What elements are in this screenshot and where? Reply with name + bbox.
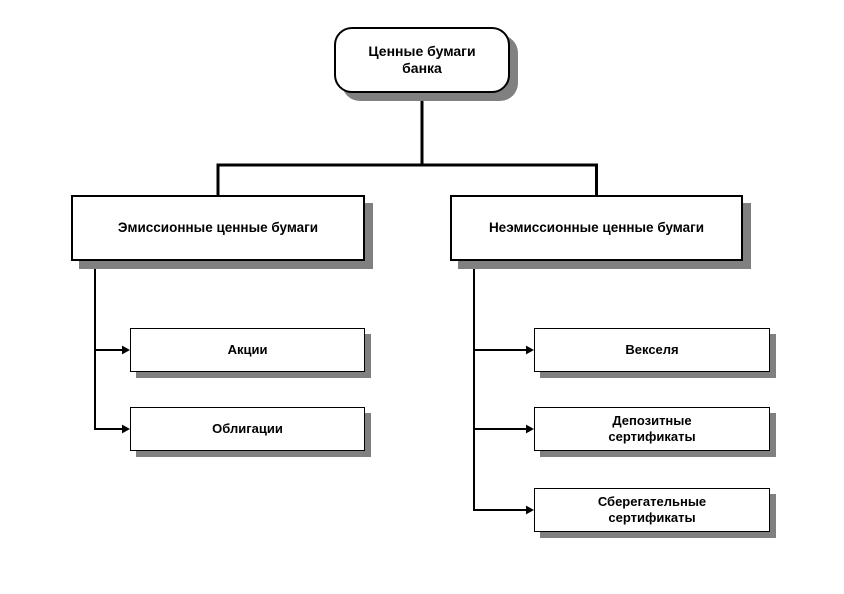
diagram-canvas: Ценные бумаги банка Эмиссионные ценные бу…: [0, 0, 844, 594]
root-node: Ценные бумаги банка: [334, 27, 510, 93]
branch-1-label: Неэмиссионные ценные бумаги: [489, 220, 704, 237]
leaf-1-2-label: Сберегательные сертификаты: [598, 494, 706, 527]
branch-0: Эмиссионные ценные бумаги: [71, 195, 365, 261]
leaf-0-1: Облигации: [130, 407, 365, 451]
leaf-1-2: Сберегательные сертификаты: [534, 488, 770, 532]
leaf-0-0: Акции: [130, 328, 365, 372]
leaf-0-0-label: Акции: [228, 342, 268, 358]
branch-1: Неэмиссионные ценные бумаги: [450, 195, 743, 261]
leaf-1-0: Векселя: [534, 328, 770, 372]
branch-0-label: Эмиссионные ценные бумаги: [118, 220, 318, 237]
leaf-1-1-label: Депозитные сертификаты: [608, 413, 695, 446]
leaf-1-1: Депозитные сертификаты: [534, 407, 770, 451]
leaf-0-1-label: Облигации: [212, 421, 283, 437]
root-node-label: Ценные бумаги банка: [368, 43, 475, 78]
leaf-1-0-label: Векселя: [625, 342, 678, 358]
